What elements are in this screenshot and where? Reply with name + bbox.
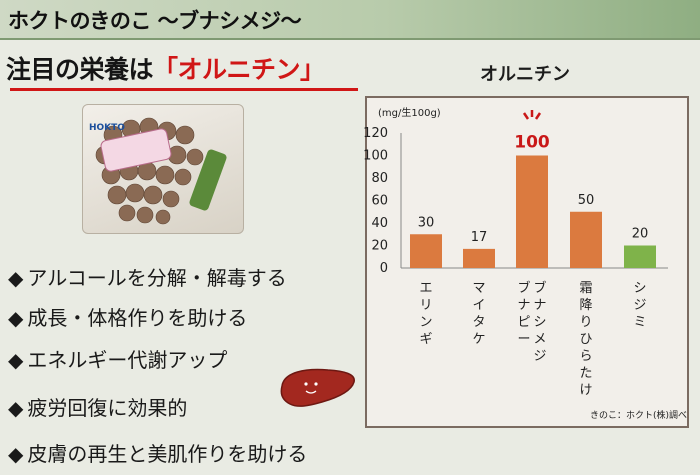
benefit-text: 成長・体格作りを助ける [27, 306, 248, 330]
diamond-bullet-icon: ◆ [8, 396, 24, 420]
chart-title: オルニチン [480, 64, 570, 85]
benefit-text: 疲労回復に効果的 [27, 396, 188, 420]
liver-icon [280, 368, 355, 407]
subtitle-prefix: 注目の栄養は [6, 55, 154, 84]
subtitle-highlight: 「オルニチン」 [153, 55, 325, 84]
benefit-item: ◆ 疲労回復に効果的 [8, 392, 187, 421]
header-bar: ホクトのきのこ ～ブナシメジ～ [0, 0, 700, 40]
diamond-bullet-icon: ◆ [8, 442, 24, 466]
subtitle: 注目の栄養は「オルニチン」 [6, 50, 325, 86]
chart-source-note: きのこ：ホクト(株)調べ [590, 411, 688, 421]
header-title: ホクトのきのこ ～ブナシメジ～ [8, 9, 302, 33]
diamond-bullet-icon: ◆ [8, 266, 24, 290]
benefit-item: ◆ エネルギー代謝アップ [8, 344, 227, 373]
diamond-bullet-icon: ◆ [8, 306, 24, 330]
benefit-text: アルコールを分解・解毒する [27, 266, 287, 290]
diamond-bullet-icon: ◆ [8, 348, 24, 372]
subtitle-underline [10, 88, 358, 91]
benefit-text: エネルギー代謝アップ [27, 348, 228, 372]
benefit-item: ◆ アルコールを分解・解毒する [8, 262, 287, 291]
chart-panel [365, 96, 689, 428]
brand-logo: HOKTO [89, 123, 125, 133]
benefit-item: ◆ 成長・体格作りを助ける [8, 302, 247, 331]
benefit-text: 皮膚の再生と美肌作りを助ける [27, 442, 308, 466]
benefit-item: ◆ 皮膚の再生と美肌作りを助ける [8, 438, 307, 467]
